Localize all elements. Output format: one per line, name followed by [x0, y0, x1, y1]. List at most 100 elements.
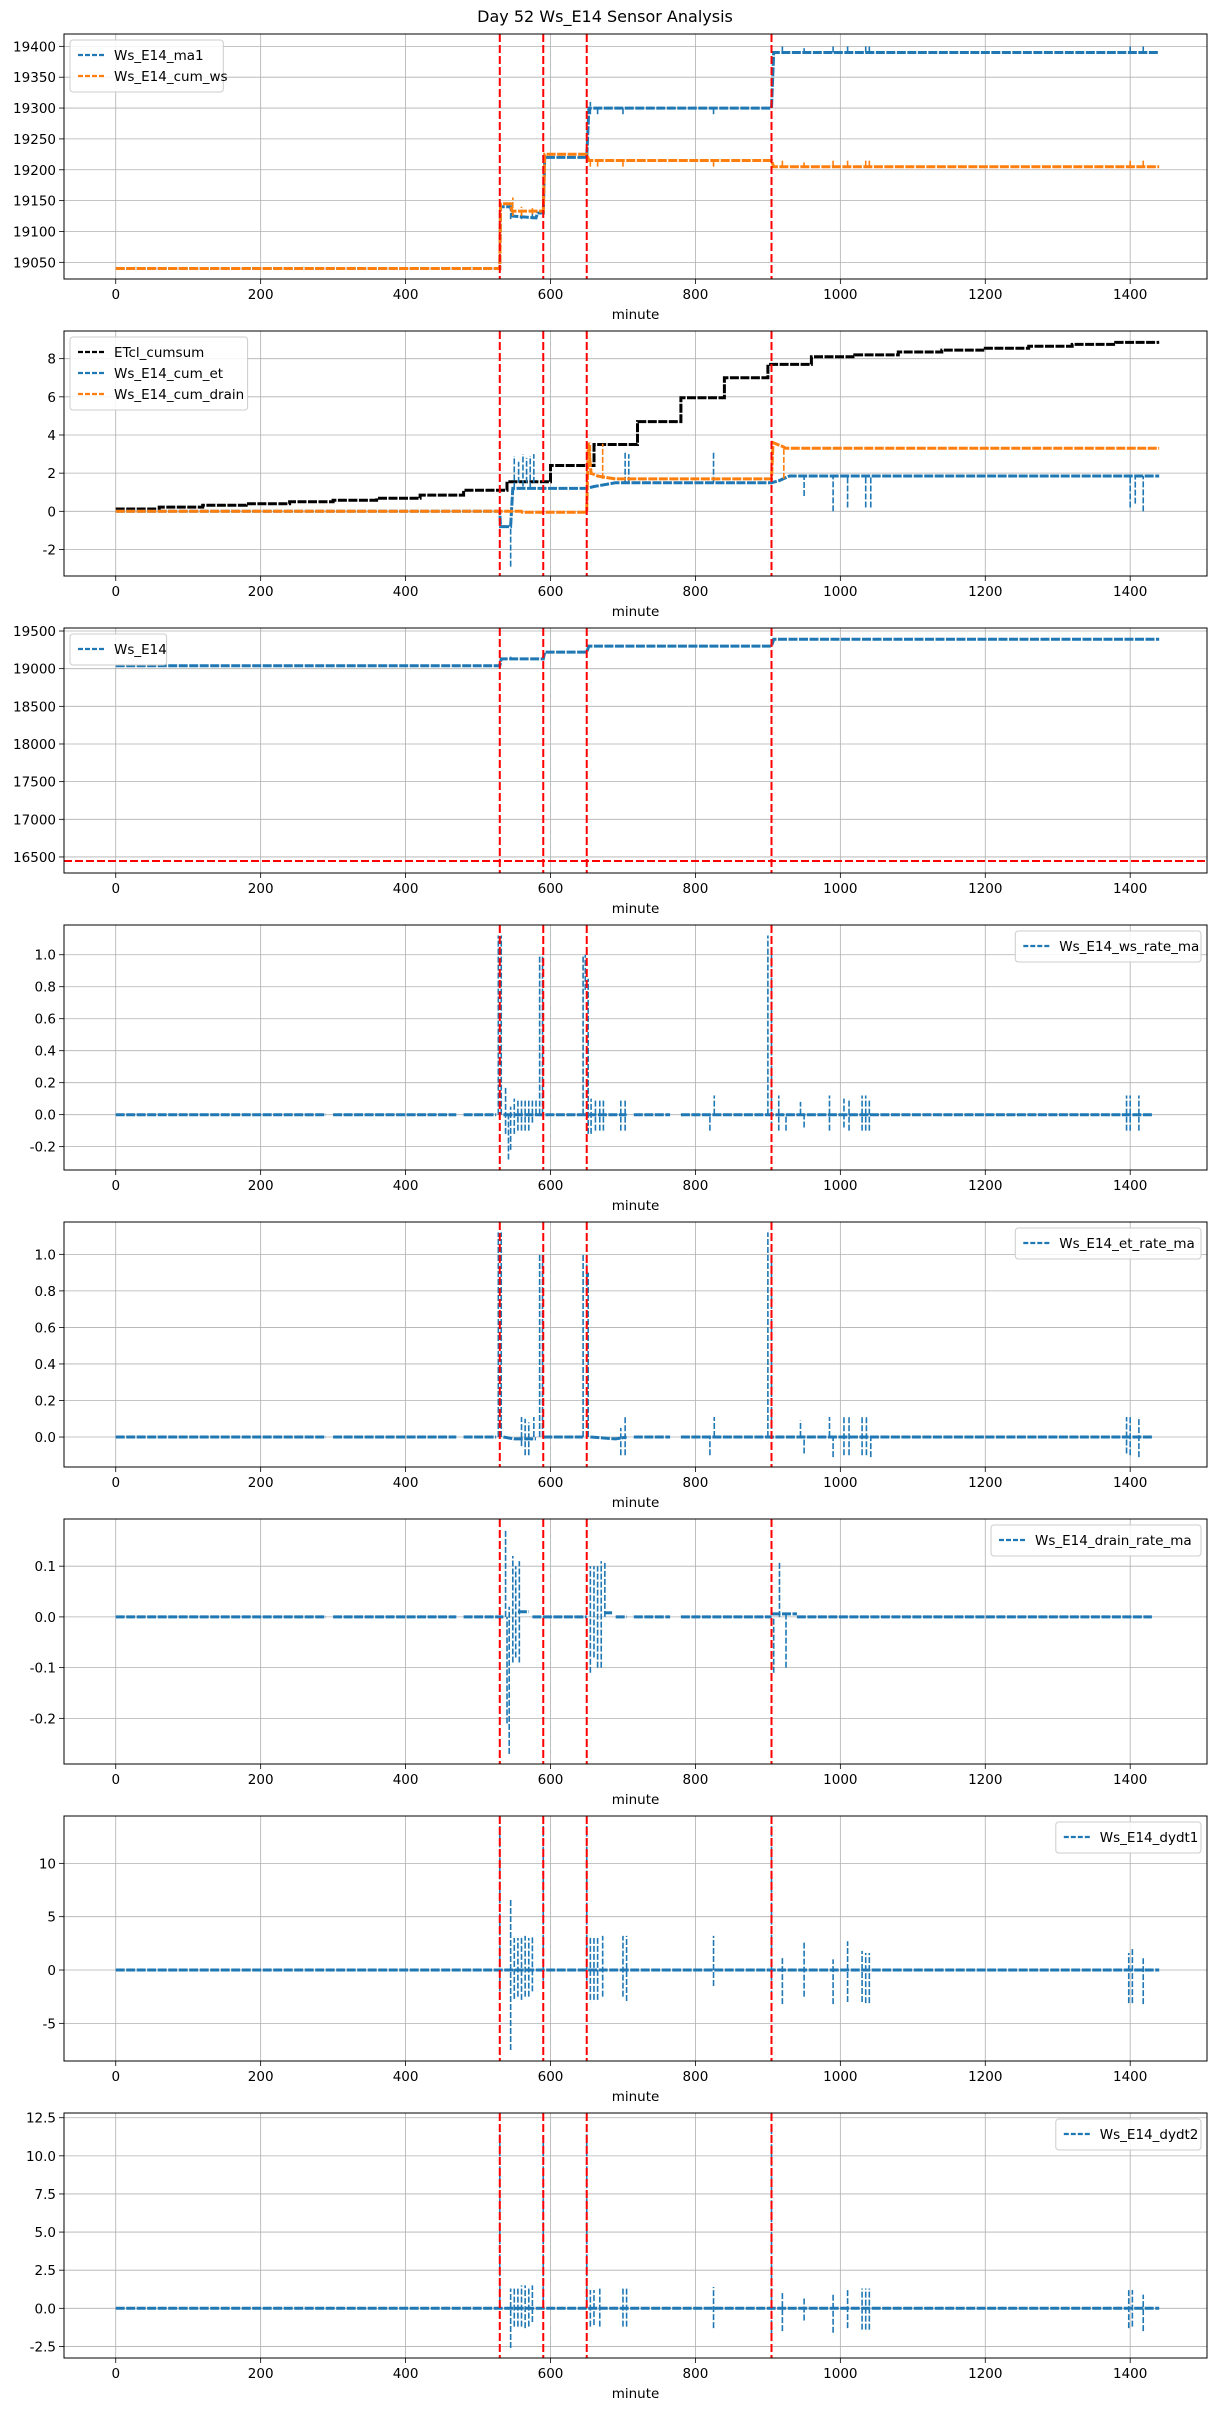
x-tick-label: 0 [111, 1178, 120, 1194]
series-Ws_E14 [115, 637, 1160, 668]
x-tick-label: 200 [248, 584, 274, 600]
x-tick-label: 1000 [823, 287, 857, 303]
x-tick-label: 1400 [1113, 1772, 1147, 1788]
y-tick-label: 10 [39, 1856, 56, 1872]
y-tick-label: 0.1 [35, 1559, 56, 1575]
x-tick-label: 600 [538, 2366, 564, 2382]
y-tick-label: 19400 [13, 39, 56, 55]
series-ETcl_cumsum [115, 340, 1160, 511]
y-tick-label: 0.2 [35, 1076, 56, 1092]
x-tick-label: 400 [393, 1178, 419, 1194]
series-Ws_E14_ma1 [115, 46, 1160, 270]
y-tick-label: 19200 [13, 163, 56, 179]
legend-label: Ws_E14_ws_rate_ma [1059, 939, 1199, 955]
series-Ws_E14_cum_drain [115, 440, 1160, 514]
subplot-5: 0 200 400 600 800 1000 1200 1400 0.0 0.2 0.4 0.6 0.8… [35, 1221, 1208, 1511]
y-tick-label: 0.0 [35, 2301, 56, 2317]
y-tick-label: 0.4 [35, 1357, 56, 1373]
x-tick-label: 1400 [1113, 881, 1147, 897]
axes-frame [63, 627, 1208, 874]
y-tick-label: -0.2 [30, 1711, 56, 1727]
y-tick-label: 0.6 [35, 1320, 56, 1336]
plot-area [115, 1519, 1152, 1764]
legend: Ws_E14_dydt2 [1055, 2118, 1202, 2151]
x-tick-label: 0 [111, 584, 120, 600]
y-tick-label: 19050 [13, 255, 56, 271]
legend-box [1055, 2118, 1202, 2151]
plot-area [115, 331, 1160, 576]
y-tick-label: -0.1 [30, 1661, 56, 1677]
x-tick-label: 600 [538, 584, 564, 600]
y-tick-label: 19300 [13, 101, 56, 117]
legend-label: ETcl_cumsum [114, 345, 204, 361]
y-tick-label: 19000 [13, 662, 56, 678]
x-tick-label: 800 [683, 2366, 709, 2382]
series-Ws_E14_drain_rate_ma [115, 1530, 1152, 1754]
x-tick-label: 200 [248, 1475, 274, 1491]
legend-label: Ws_E14_cum_drain [114, 387, 244, 403]
axes-frame [63, 2112, 1208, 2359]
y-tick-label: 0 [47, 1963, 56, 1979]
y-tick-label: -2.5 [30, 2339, 56, 2355]
x-tick-label: 0 [111, 287, 120, 303]
x-tick-label: 200 [248, 287, 274, 303]
y-tick-label: -5 [43, 2016, 56, 2032]
y-tick-label: 0.8 [35, 980, 56, 996]
subplot-4: 0 200 400 600 800 1000 1200 1400 -0.2 0.0 0.2 0.4 0.… [30, 924, 1208, 1214]
x-tick-label: 400 [393, 2069, 419, 2085]
y-tick-label: 6 [47, 390, 56, 406]
subplot-2: 0 200 400 600 800 1000 1200 1400 -2 0 2 4 6 8 minute ET… [43, 330, 1208, 620]
legend-label: Ws_E14_ma1 [114, 48, 204, 64]
subplot-6: 0 200 400 600 800 1000 1200 1400 -0.2 -0.1 0.0 0.1 m… [30, 1518, 1208, 1808]
y-tick-label: 17500 [13, 775, 56, 791]
x-tick-label: 400 [393, 2366, 419, 2382]
x-tick-label: 1000 [823, 1772, 857, 1788]
y-tick-label: 18000 [13, 737, 56, 753]
legend-box [1014, 1227, 1202, 1260]
y-tick-label: 0.2 [35, 1393, 56, 1409]
legend: Ws_E14_et_rate_ma [1014, 1227, 1202, 1260]
plot-area [115, 1222, 1152, 1467]
series-Ws_E14_cum_ws [115, 152, 1160, 270]
legend-box [1014, 930, 1202, 963]
x-axis-label: minute [612, 307, 660, 323]
x-tick-label: 600 [538, 2069, 564, 2085]
y-tick-label: 19250 [13, 132, 56, 148]
plot-area [64, 628, 1207, 873]
x-tick-label: 0 [111, 1475, 120, 1491]
x-tick-label: 200 [248, 2069, 274, 2085]
x-tick-label: 1000 [823, 881, 857, 897]
x-tick-label: 600 [538, 287, 564, 303]
x-tick-label: 800 [683, 287, 709, 303]
x-tick-label: 1000 [823, 1178, 857, 1194]
x-tick-label: 400 [393, 584, 419, 600]
series-line [115, 340, 1160, 511]
legend-box [69, 336, 249, 411]
plot-area [115, 1816, 1160, 2061]
y-tick-label: 5 [47, 1910, 56, 1926]
x-tick-label: 0 [111, 1772, 120, 1788]
y-tick-label: 17000 [13, 812, 56, 828]
axes-frame [63, 1221, 1208, 1468]
x-tick-label: 1000 [823, 1475, 857, 1491]
series-line [590, 1435, 627, 1441]
legend-label: Ws_E14_et_rate_ma [1059, 1236, 1195, 1252]
legend-box [990, 1524, 1202, 1557]
y-tick-label: -2 [43, 542, 56, 558]
y-tick-label: 2.5 [35, 2263, 56, 2279]
axes-frame [63, 1518, 1208, 1765]
x-tick-label: 1000 [823, 2069, 857, 2085]
x-tick-label: 1400 [1113, 1475, 1147, 1491]
subplot-1: 0 200 400 600 800 1000 1200 1400 19050 19100 19150… [13, 33, 1208, 323]
legend-box [1055, 1821, 1202, 1854]
y-tick-label: 16500 [13, 850, 56, 866]
x-tick-label: 1200 [968, 881, 1002, 897]
x-tick-label: 400 [393, 1772, 419, 1788]
x-tick-label: 200 [248, 1772, 274, 1788]
x-tick-label: 200 [248, 881, 274, 897]
x-tick-label: 1200 [968, 2366, 1002, 2382]
legend-label: Ws_E14_cum_ws [114, 69, 228, 85]
axes-frame [63, 924, 1208, 1171]
x-tick-label: 1200 [968, 287, 1002, 303]
